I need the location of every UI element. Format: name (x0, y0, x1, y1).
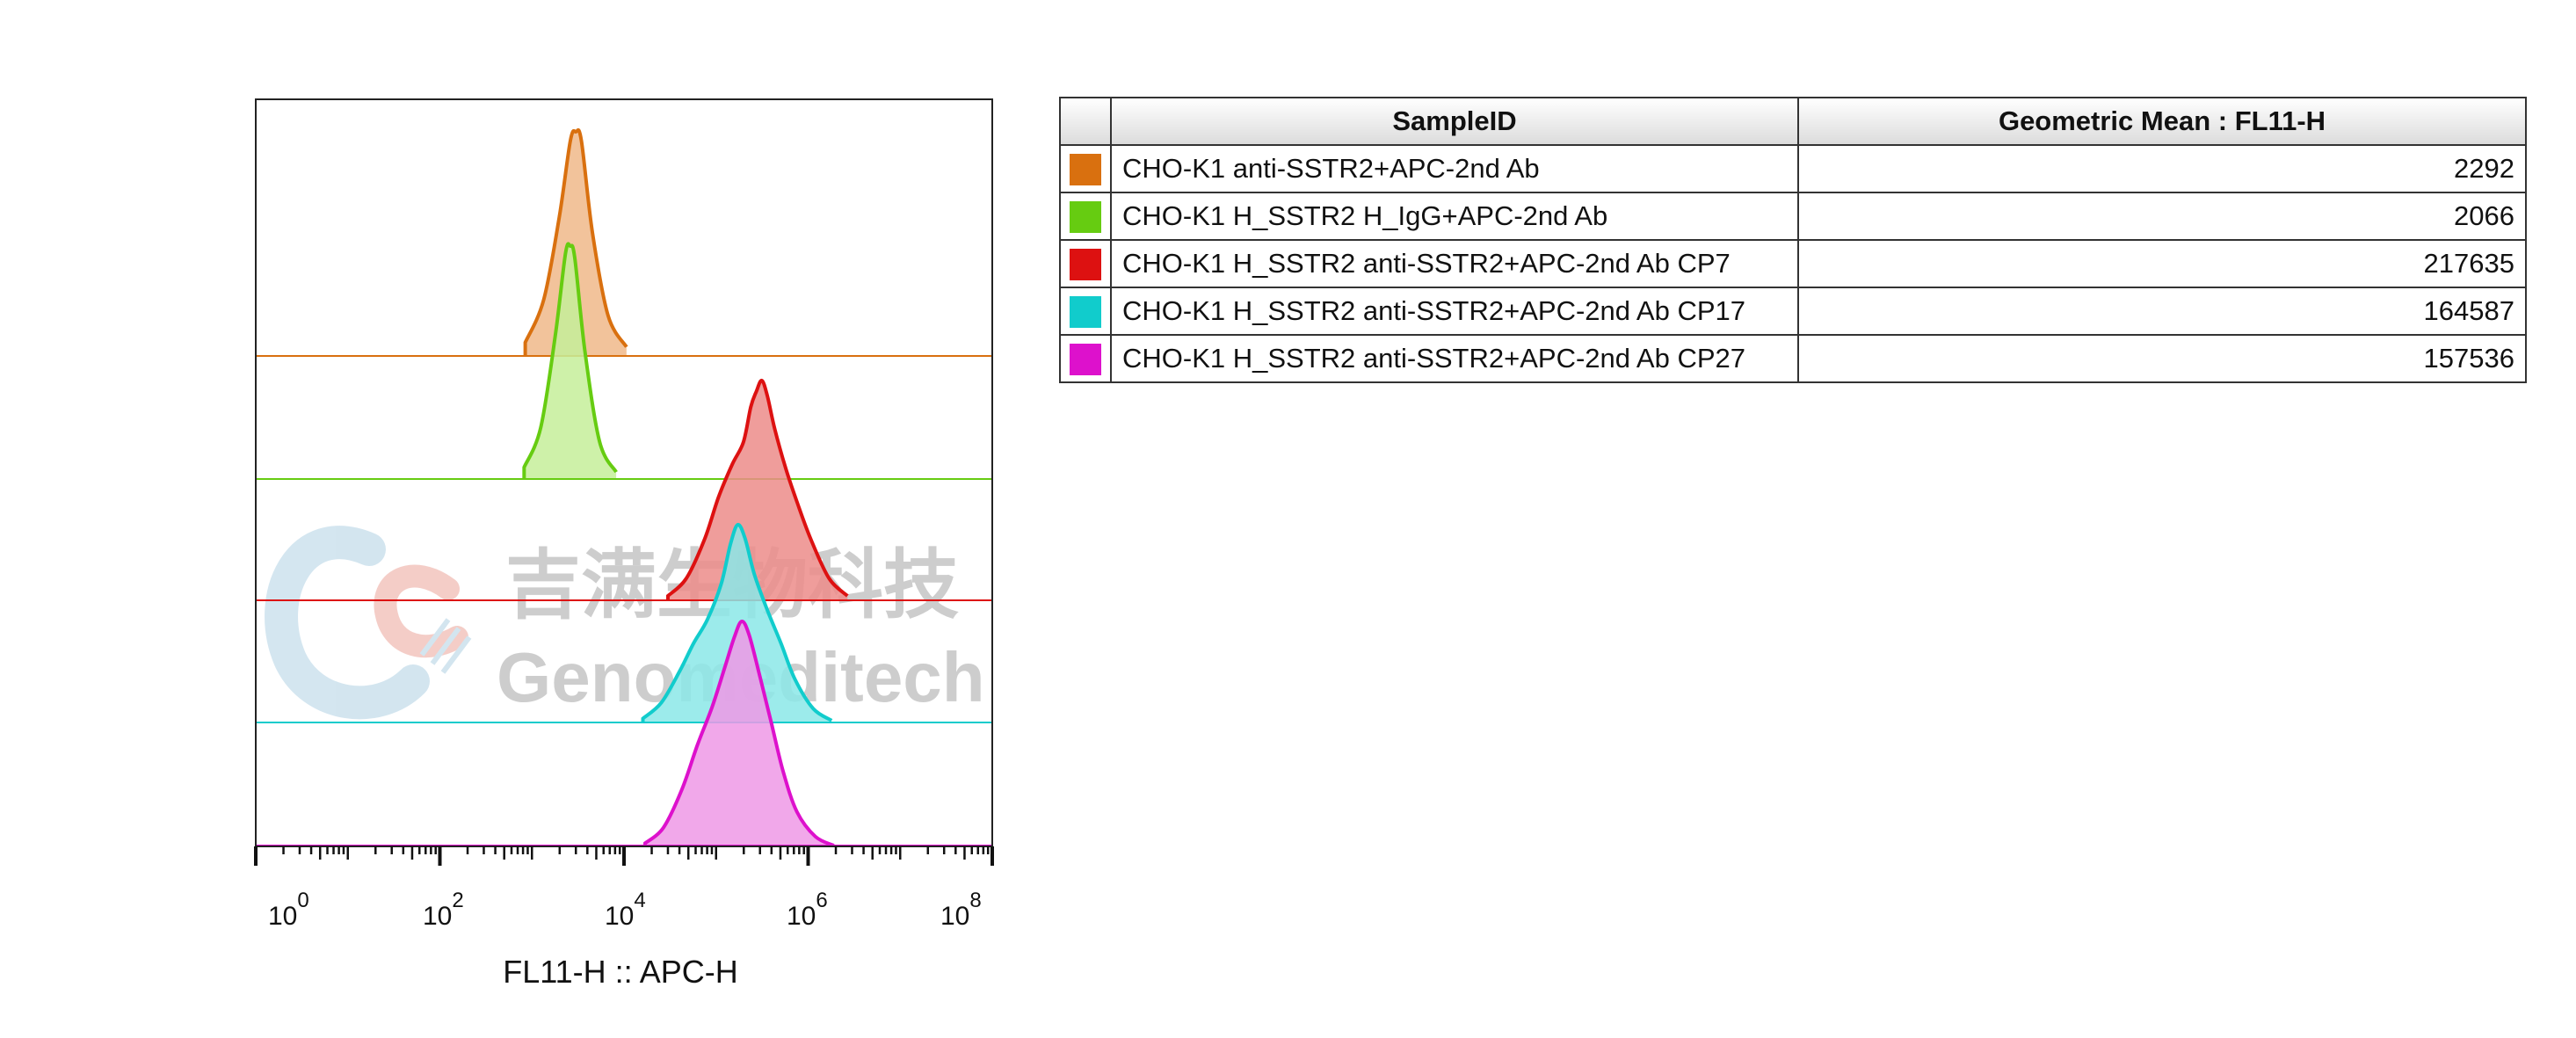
sample-id-cell: CHO-K1 H_SSTR2 H_IgG+APC-2nd Ab (1110, 192, 1799, 241)
sample-id-cell: CHO-K1 H_SSTR2 anti-SSTR2+APC-2nd Ab CP2… (1110, 334, 1799, 383)
histogram-curve-2 (522, 242, 618, 479)
x-tick-labels: 100 102 104 106 108 (268, 889, 982, 931)
table-header-row: SampleID Geometric Mean : FL11-H (1059, 97, 2527, 146)
statistics-table: SampleID Geometric Mean : FL11-H CHO-K1 … (1059, 97, 2527, 383)
series-color-swatch (1070, 343, 1101, 375)
geometric-mean-cell: 164587 (1797, 287, 2527, 336)
x-tick-label-1e8: 108 (940, 889, 982, 931)
geometric-mean-cell: 157536 (1797, 334, 2527, 383)
histogram-fill-1 (525, 129, 627, 356)
sample-id-cell: CHO-K1 H_SSTR2 anti-SSTR2+APC-2nd Ab CP1… (1110, 287, 1799, 336)
geometric-mean-cell: 217635 (1797, 239, 2527, 288)
histogram-curve-5 (642, 620, 835, 847)
geometric-mean-cell: 2292 (1797, 144, 2527, 193)
histogram-peaks (256, 127, 992, 847)
geometric-mean-cell: 2066 (1797, 192, 2527, 241)
table-header-sampleid: SampleID (1110, 97, 1799, 146)
histogram-fill-3 (667, 380, 848, 600)
table-row: CHO-K1 H_SSTR2 anti-SSTR2+APC-2nd Ab CP2… (1059, 334, 2527, 383)
histogram-chart: 吉满生物科技 Genomeditech 100 102 104 106 108 … (254, 98, 994, 990)
histogram-curve-4 (641, 522, 833, 722)
table-row: CHO-K1 H_SSTR2 anti-SSTR2+APC-2nd Ab CP1… (1059, 287, 2527, 336)
x-tick-label-1e0: 100 (268, 889, 309, 931)
watermark: 吉满生物科技 Genomeditech (265, 526, 985, 720)
sample-id-cell: CHO-K1 H_SSTR2 anti-SSTR2+APC-2nd Ab CP7 (1110, 239, 1799, 288)
x-axis-ticks (254, 846, 994, 866)
x-tick-label-1e2: 102 (423, 889, 464, 931)
table-header-color (1059, 97, 1112, 146)
histogram-curve-3 (665, 379, 849, 600)
histogram-fill-4 (642, 524, 832, 722)
x-tick-label-1e6: 106 (787, 889, 828, 931)
series-color-swatch (1070, 200, 1101, 233)
plot-frame (255, 98, 993, 847)
table-row: CHO-K1 H_SSTR2 anti-SSTR2+APC-2nd Ab CP7… (1059, 239, 2527, 288)
sample-id-cell: CHO-K1 anti-SSTR2+APC-2nd Ab (1110, 144, 1799, 193)
series-color-swatch (1070, 248, 1101, 280)
x-tick-label-1e4: 104 (605, 889, 646, 931)
x-axis-title: FL11-H :: APC-H (503, 954, 737, 990)
table-row: CHO-K1 anti-SSTR2+APC-2nd Ab 2292 (1059, 144, 2527, 193)
series-color-swatch (1070, 295, 1101, 328)
histogram-fill-2 (524, 243, 617, 479)
table-row: CHO-K1 H_SSTR2 H_IgG+APC-2nd Ab 2066 (1059, 192, 2527, 241)
series-color-swatch (1070, 153, 1101, 185)
watermark-logo (265, 526, 472, 720)
histogram-curve-1 (523, 127, 628, 356)
histogram-fill-5 (644, 621, 834, 846)
table-header-geomean: Geometric Mean : FL11-H (1797, 97, 2527, 146)
